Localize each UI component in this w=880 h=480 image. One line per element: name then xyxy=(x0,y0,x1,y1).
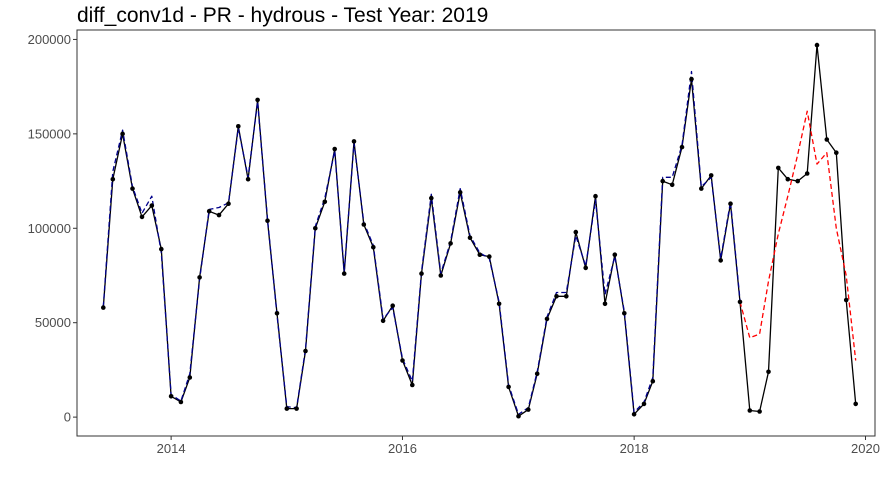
data-point xyxy=(554,294,559,299)
data-point xyxy=(853,401,858,407)
data-point xyxy=(776,165,781,171)
data-point xyxy=(467,235,473,240)
data-point xyxy=(631,412,637,417)
data-point xyxy=(573,229,579,235)
y-tick-label: 100000 xyxy=(28,221,71,236)
data-point xyxy=(130,186,135,191)
data-point xyxy=(622,311,627,316)
data-point xyxy=(669,182,675,188)
data-point xyxy=(679,144,685,150)
y-tick-label: 50000 xyxy=(35,315,71,330)
data-point xyxy=(429,195,434,201)
data-point xyxy=(168,394,174,399)
data-point xyxy=(544,316,550,322)
data-point xyxy=(313,226,318,231)
data-point xyxy=(341,271,347,276)
data-point xyxy=(785,176,791,182)
data-point xyxy=(824,137,830,142)
data-point xyxy=(139,214,145,220)
data-point xyxy=(708,173,714,178)
data-point xyxy=(650,378,656,384)
data-point xyxy=(380,318,386,324)
data-point xyxy=(766,369,771,375)
data-point xyxy=(149,203,155,208)
data-point xyxy=(284,406,290,411)
data-point xyxy=(332,146,338,152)
data-point xyxy=(255,97,260,103)
series-line-2 xyxy=(739,110,857,361)
data-point xyxy=(110,176,116,182)
x-tick-label: 2020 xyxy=(851,441,880,456)
data-point xyxy=(410,382,415,388)
data-point xyxy=(206,209,212,214)
data-point xyxy=(564,294,569,299)
x-tick-label: 2018 xyxy=(620,441,649,456)
data-point xyxy=(718,258,723,263)
data-point xyxy=(795,178,800,184)
series-line-1 xyxy=(102,70,741,415)
data-point xyxy=(457,190,463,195)
data-point xyxy=(834,150,839,155)
data-point xyxy=(438,273,444,278)
data-point xyxy=(101,305,106,310)
data-point xyxy=(216,212,222,218)
y-tick-label: 150000 xyxy=(28,126,71,141)
data-point xyxy=(526,407,531,412)
data-point xyxy=(120,131,125,137)
data-point xyxy=(814,42,820,48)
data-point xyxy=(534,371,540,377)
data-point xyxy=(294,406,299,411)
data-point xyxy=(487,254,492,259)
chart-title: diff_conv1d - PR - hydrous - Test Year: … xyxy=(77,4,488,27)
series-layer xyxy=(101,42,858,419)
data-point xyxy=(187,375,193,380)
data-point xyxy=(757,409,762,414)
y-tick-label: 200000 xyxy=(28,32,71,47)
data-point xyxy=(593,193,598,199)
data-point xyxy=(448,241,453,246)
data-point xyxy=(602,301,608,307)
data-point xyxy=(236,124,241,129)
data-point xyxy=(226,201,231,206)
series-line-0 xyxy=(102,44,857,417)
data-point xyxy=(496,301,502,307)
data-point xyxy=(303,348,308,354)
data-point xyxy=(371,244,376,250)
data-point xyxy=(390,303,396,309)
data-point xyxy=(400,358,405,363)
data-point xyxy=(419,271,424,276)
x-tick-label: 2014 xyxy=(157,441,186,456)
axis-layer: 0 50000 100000 150000 200000 2014 2016 2018 2020 xyxy=(28,32,880,456)
data-point xyxy=(245,176,251,182)
data-point xyxy=(197,275,202,280)
plot-panel-border xyxy=(76,29,876,437)
data-point xyxy=(660,178,665,184)
data-point xyxy=(728,201,733,206)
data-point xyxy=(322,199,328,205)
data-point xyxy=(516,413,521,419)
data-point xyxy=(737,299,743,305)
data-point xyxy=(506,384,511,390)
data-point xyxy=(178,399,184,405)
data-point xyxy=(159,246,164,252)
data-point xyxy=(689,76,694,82)
data-point xyxy=(361,222,367,227)
data-point xyxy=(265,218,270,223)
y-tick-label: 0 xyxy=(64,410,71,425)
data-point xyxy=(583,265,588,271)
data-point xyxy=(274,311,280,316)
data-point xyxy=(351,139,357,144)
data-point xyxy=(804,171,810,176)
data-point xyxy=(612,252,618,257)
x-tick-label: 2016 xyxy=(388,441,417,456)
data-point xyxy=(747,408,753,413)
data-point xyxy=(843,297,849,303)
data-point xyxy=(699,186,704,191)
data-point xyxy=(477,252,483,257)
data-point xyxy=(641,401,647,407)
